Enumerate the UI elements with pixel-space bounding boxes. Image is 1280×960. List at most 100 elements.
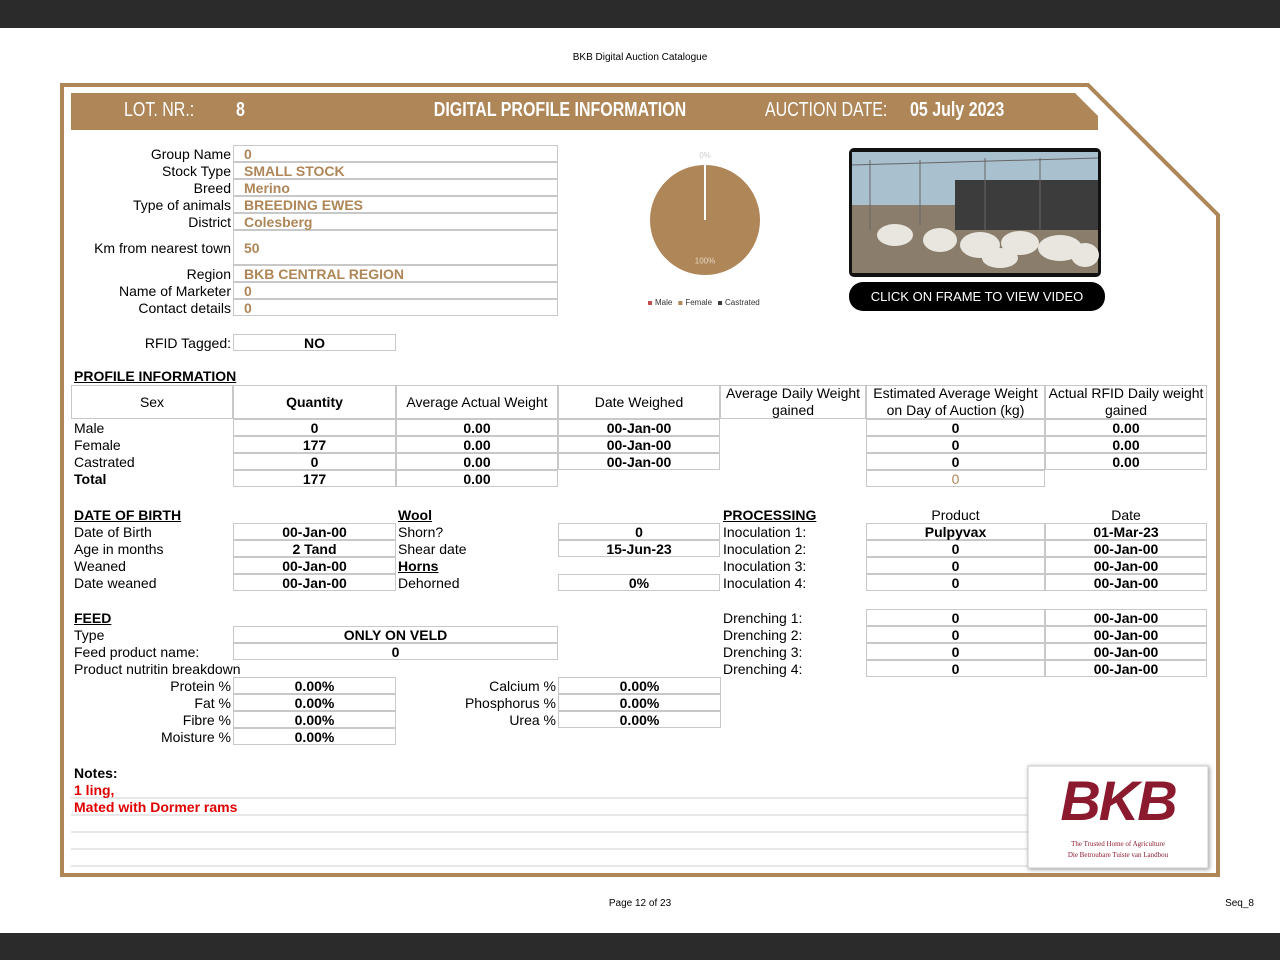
cell: 0	[866, 643, 1045, 660]
cell: 0	[866, 626, 1045, 643]
detail-value: 0	[233, 282, 558, 299]
cell: 0%	[558, 574, 720, 591]
section-title: PROCESSING	[723, 506, 817, 523]
subsection-title: Horns	[398, 557, 439, 574]
section-title: PROFILE INFORMATION	[74, 368, 237, 384]
cell: 0.00	[1045, 453, 1207, 470]
video-sheep	[877, 224, 1099, 268]
row-label: Date weaned	[74, 574, 157, 591]
detail-label: Name of Marketer	[118, 282, 231, 299]
auction-date: 05 July 2023	[910, 98, 1005, 121]
detail-value: 0	[233, 145, 558, 162]
cell: 0	[558, 523, 720, 540]
detail-label: Type of animals	[132, 196, 231, 213]
cell: 00-Jan-00	[1045, 660, 1207, 677]
cell: 00-Jan-00	[233, 574, 396, 591]
cell: 0.00	[1045, 436, 1207, 453]
cell: 00-Jan-00	[1045, 643, 1207, 660]
lot-label: LOT. NR.:	[124, 98, 195, 121]
cell: 0.00%	[558, 711, 721, 728]
legend-label: Castrated	[725, 298, 760, 307]
cell: 0	[866, 557, 1045, 574]
section-title: FEED	[74, 609, 112, 626]
row-label: Fibre %	[182, 711, 231, 728]
row-label: Urea %	[509, 711, 556, 728]
detail-value: BREEDING EWES	[233, 196, 558, 213]
detail-value: 0	[233, 299, 558, 316]
cell: 01-Mar-23	[1045, 523, 1207, 540]
row-label: Inoculation 4:	[723, 574, 807, 591]
page-frame	[60, 83, 1220, 877]
row-label: Weaned	[74, 557, 126, 574]
row-label: Fat %	[194, 694, 231, 711]
legend-label: Male	[655, 298, 673, 307]
sequence: Seq_8	[1225, 897, 1254, 909]
video-shed	[955, 180, 1098, 230]
cell: 00-Jan-00	[1045, 557, 1207, 574]
row-label: Product nutritin breakdown	[74, 660, 241, 677]
cell: 00-Jan-00	[1045, 540, 1207, 557]
cell: 00-Jan-00	[1045, 574, 1207, 591]
detail-label: Breed	[193, 179, 231, 196]
logo-tagline: The Trusted Home of Agriculture	[1071, 840, 1165, 848]
row-label: Inoculation 3:	[723, 557, 807, 574]
page-number: Page 12 of 23	[608, 897, 672, 909]
cell: 0.00%	[233, 711, 396, 728]
row-label: Male	[74, 419, 105, 436]
detail-label: Contact details	[138, 299, 231, 316]
row-label: Inoculation 1:	[723, 523, 807, 540]
video-button-label[interactable]: CLICK ON FRAME TO VIEW VIDEO	[870, 289, 1084, 304]
cell: 00-Jan-00	[558, 419, 720, 436]
column-header: Actual RFID Daily weight gained	[1045, 385, 1207, 419]
bottom-bar	[0, 933, 1280, 960]
row-label: Type	[74, 626, 105, 643]
row-label: Shear date	[398, 540, 467, 557]
detail-label: Region	[186, 265, 231, 282]
video-frame[interactable]	[849, 148, 1101, 277]
row-label: Dehorned	[398, 574, 460, 591]
logo-text: BKB	[1060, 768, 1177, 832]
detail-value: BKB CENTRAL REGION	[233, 265, 558, 282]
lot-number: 8	[236, 98, 245, 121]
row-label: Protein %	[170, 677, 231, 694]
cell: 00-Jan-00	[558, 453, 720, 470]
cell: 0	[233, 453, 396, 470]
cell: 0.00	[396, 470, 558, 487]
cell: 177	[233, 436, 396, 453]
pie-value-label: 100%	[695, 256, 715, 265]
row-label: Female	[74, 436, 121, 453]
top-bar	[0, 0, 1280, 28]
cell: 0	[233, 643, 558, 660]
cell: ONLY ON VELD	[233, 626, 558, 643]
cell: 00-Jan-00	[1045, 609, 1207, 626]
cell: 0	[866, 574, 1045, 591]
column-header: Product	[931, 506, 980, 523]
row-label: Total	[74, 470, 107, 487]
cell: 177	[233, 470, 396, 487]
cell: 0	[866, 419, 1045, 436]
note-line-text: Mated with Dormer rams	[74, 798, 238, 815]
notes-title: Notes:	[74, 764, 118, 781]
section-title: DATE OF BIRTH	[74, 506, 182, 523]
column-header: Date Weighed	[558, 385, 720, 419]
note-lines	[71, 797, 1030, 867]
rfid-value: NO	[233, 334, 396, 351]
legend-marker	[678, 301, 683, 305]
logo-box	[1027, 765, 1209, 869]
detail-label: Stock Type	[161, 162, 231, 179]
cell: Pulpyvax	[866, 523, 1045, 540]
pie-value-label: 0%	[699, 151, 711, 160]
video-button[interactable]	[849, 282, 1105, 311]
auction-date-label: AUCTION DATE:	[765, 98, 888, 121]
cell: 0	[866, 436, 1045, 453]
column-header: Average Actual Weight	[396, 385, 558, 419]
row-label: Drenching 2:	[723, 626, 803, 643]
profile-title: DIGITAL PROFILE INFORMATION	[433, 98, 687, 121]
cell: 00-Jan-00	[558, 436, 720, 453]
row-label: Shorn?	[398, 523, 444, 540]
column-header: Sex	[71, 385, 233, 419]
row-label: Drenching 3:	[723, 643, 803, 660]
row-label: Phosphorus %	[464, 694, 556, 711]
